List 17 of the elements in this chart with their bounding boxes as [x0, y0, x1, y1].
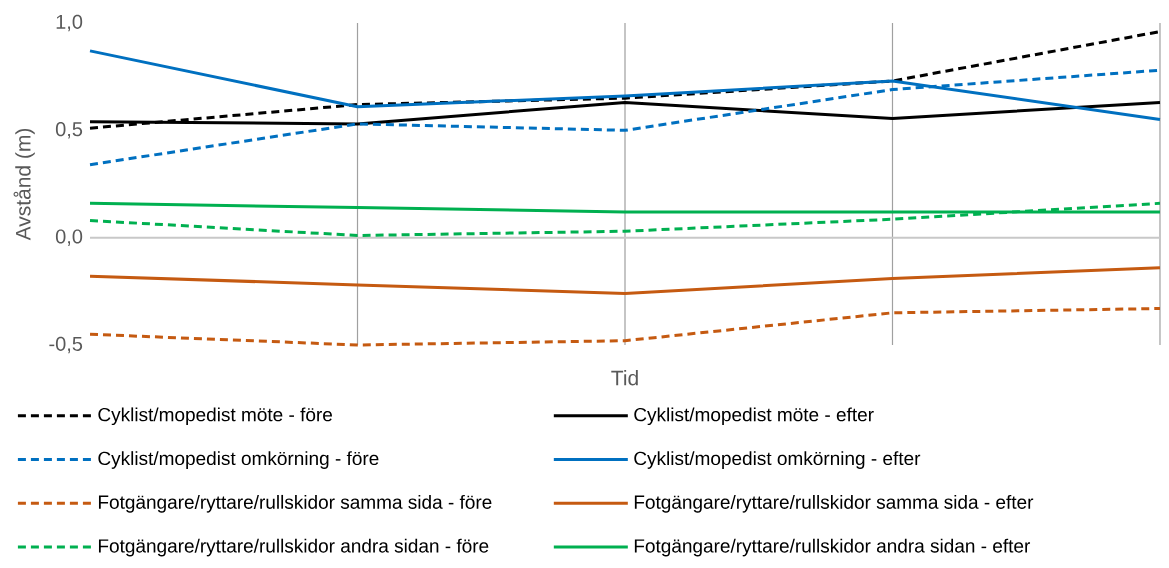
x-axis-title: Tid — [611, 370, 638, 386]
line-series — [88, 266, 1162, 295]
line-series — [88, 306, 1162, 347]
line-series — [88, 201, 1162, 238]
y-tick-label: 0,0 — [55, 229, 83, 246]
y-tick-label: -0,5 — [49, 336, 83, 354]
legend-label: Fotgängare/ryttare/rullskidor samma sida - före — [98, 494, 492, 513]
y-axis-title: Avstånd (m) — [13, 128, 35, 241]
y-tick-label: 1,0 — [56, 14, 83, 32]
legend-label: Cyklist/mopedist omkörning - före — [98, 451, 379, 469]
legend-label: Cyklist/mopedist omkörning - efter — [634, 451, 921, 469]
legend-label: Cyklist/mopedist möte - efter — [634, 407, 874, 426]
legend-label: Cyklist/mopedist möte - före — [98, 407, 332, 426]
legend-label: Fotgängare/ryttare/rullskidor andra sidan - före — [98, 538, 489, 557]
legend-label: Fotgängare/ryttare/rullskidor andra sidan - efter — [634, 538, 1031, 557]
legend-label: Fotgängare/ryttare/rullskidor samma sida - efter — [634, 494, 1034, 513]
y-tick-label: 0,5 — [55, 122, 83, 139]
